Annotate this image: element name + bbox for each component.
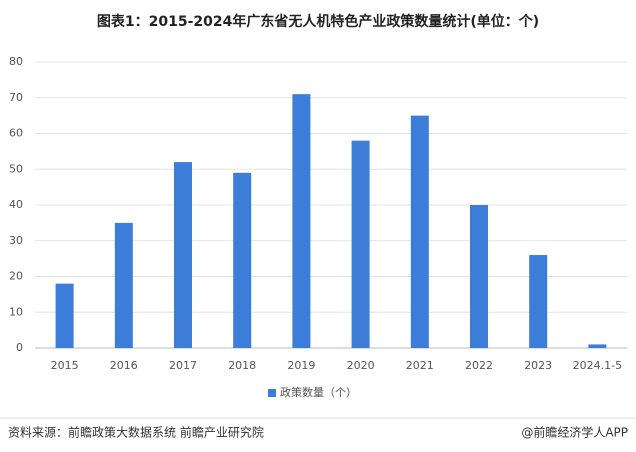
chart-title: 图表1：2015-2024年广东省无人机特色产业政策数量统计(单位：个) — [97, 13, 539, 30]
bar — [114, 222, 133, 348]
legend-swatch — [268, 389, 276, 397]
bar — [470, 205, 488, 348]
x-tick-label: 2019 — [287, 359, 315, 372]
x-tick-label: 2021 — [406, 359, 434, 372]
x-tick-label: 2024.1-5 — [573, 359, 622, 372]
bar — [588, 344, 607, 348]
y-tick-label: 0 — [16, 341, 23, 354]
bar — [410, 115, 429, 348]
x-tick-label: 2018 — [228, 359, 256, 372]
bar — [529, 255, 548, 348]
x-tick-label: 2023 — [524, 359, 552, 372]
bar — [351, 140, 370, 348]
y-tick-label: 60 — [9, 127, 23, 140]
y-tick-label: 80 — [9, 55, 23, 68]
y-tick-label: 70 — [9, 91, 23, 104]
bar — [233, 172, 252, 348]
x-tick-label: 2016 — [110, 359, 138, 372]
bar — [174, 162, 192, 348]
y-tick-label: 50 — [9, 162, 23, 175]
credit: @前瞻经济学人APP — [521, 425, 628, 440]
x-tick-label: 2020 — [347, 359, 375, 372]
bar — [55, 283, 74, 348]
source: 资料来源：前瞻政策大数据系统 前瞻产业研究院 — [8, 425, 264, 440]
x-tick-label: 2017 — [169, 359, 197, 372]
y-tick-label: 30 — [9, 234, 23, 247]
x-tick-label: 2022 — [465, 359, 493, 372]
bar — [292, 94, 311, 348]
y-tick-label: 40 — [9, 198, 23, 211]
y-tick-label: 20 — [9, 270, 23, 283]
y-tick-label: 10 — [9, 305, 23, 318]
x-tick-label: 2015 — [51, 359, 79, 372]
legend-label: 政策数量（个） — [280, 385, 357, 399]
